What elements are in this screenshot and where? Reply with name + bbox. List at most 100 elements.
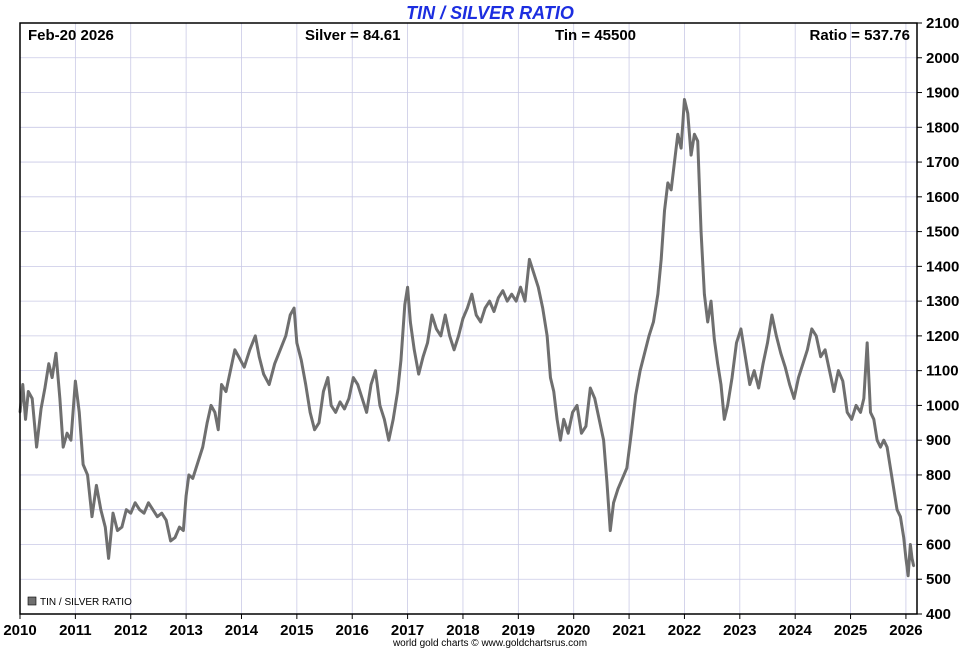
header-tin: Tin = 45500 [555, 27, 636, 44]
data-point [111, 511, 115, 515]
y-tick-label: 1900 [926, 85, 959, 102]
data-point [679, 146, 683, 150]
data-point [865, 341, 869, 345]
data-point [559, 438, 562, 442]
data-point [875, 438, 879, 442]
data-point [730, 376, 734, 379]
data-point [178, 525, 181, 529]
data-point [819, 355, 822, 358]
data-point [597, 418, 601, 421]
data-point [713, 338, 716, 341]
legend-label: TIN / SILVER RATIO [40, 597, 132, 608]
data-point [739, 327, 743, 331]
data-point [788, 383, 791, 386]
data-point [621, 477, 624, 480]
data-point [279, 348, 282, 351]
x-tick-label: 2016 [336, 622, 369, 639]
data-point [138, 508, 141, 511]
y-tick-label: 500 [926, 571, 951, 588]
x-tick-label: 2010 [3, 622, 36, 639]
data-point [191, 477, 194, 480]
data-point [828, 369, 831, 372]
data-point [209, 404, 213, 407]
data-point [757, 386, 760, 390]
data-point [147, 501, 150, 504]
data-point [709, 299, 713, 303]
data-point [347, 397, 351, 400]
data-point [575, 404, 579, 407]
y-tick-label: 1600 [926, 189, 959, 206]
data-point [683, 98, 686, 101]
y-tick-label: 700 [926, 502, 951, 519]
data-point [409, 320, 412, 324]
data-point [879, 445, 882, 449]
series-layer [18, 97, 916, 578]
data-point [902, 536, 905, 539]
data-point [78, 411, 81, 414]
data-point [243, 365, 246, 369]
data-point [164, 518, 168, 522]
data-point [435, 327, 438, 331]
data-point [854, 404, 858, 407]
data-point [160, 511, 163, 515]
x-tick-label: 2021 [612, 622, 645, 639]
data-point [528, 258, 531, 261]
data-point [217, 428, 220, 431]
data-point [317, 421, 321, 424]
x-tick-label: 2015 [280, 622, 313, 639]
data-point [329, 404, 333, 407]
x-tick-label: 2018 [446, 622, 479, 639]
data-point [378, 404, 382, 407]
data-point [895, 508, 899, 511]
data-point [24, 418, 27, 421]
data-point [125, 508, 128, 511]
data-point [779, 352, 782, 355]
data-point [766, 341, 769, 345]
data-point [326, 376, 330, 379]
x-tick-label: 2017 [391, 622, 424, 639]
chart-credit: world gold charts © www.goldchartsrus.co… [392, 638, 587, 649]
data-point [273, 362, 276, 365]
data-point [630, 432, 633, 435]
data-point [120, 525, 124, 529]
data-point [775, 334, 778, 338]
data-point [676, 133, 679, 136]
data-point [406, 286, 409, 289]
data-point [392, 418, 395, 421]
data-point [352, 376, 355, 379]
data-point [719, 383, 723, 386]
data-point [483, 306, 487, 310]
data-point [369, 383, 373, 386]
data-point [810, 327, 813, 331]
y-tick-label: 1500 [926, 224, 959, 241]
data-point [413, 348, 416, 351]
data-point [50, 376, 54, 379]
data-point [39, 407, 43, 411]
data-point [233, 348, 237, 351]
data-point [652, 320, 655, 324]
data-point [304, 383, 307, 386]
data-point [444, 313, 447, 317]
data-point [837, 369, 840, 372]
data-point [523, 299, 527, 303]
chart-title: TIN / SILVER RATIO [406, 3, 574, 23]
data-point [421, 355, 425, 358]
data-point [374, 369, 377, 372]
data-point [580, 432, 583, 435]
data-point [360, 397, 364, 400]
data-point [284, 334, 287, 338]
data-point [430, 313, 434, 317]
data-point [549, 376, 552, 379]
legend-swatch [27, 596, 37, 606]
y-tick-label: 1800 [926, 119, 959, 136]
data-point [396, 390, 399, 393]
data-point [656, 292, 660, 296]
data-point [906, 574, 910, 577]
data-point [426, 341, 429, 345]
data-point [612, 501, 615, 504]
data-point [195, 463, 199, 466]
data-point [187, 473, 191, 477]
data-point [726, 404, 729, 407]
data-point [58, 397, 62, 400]
